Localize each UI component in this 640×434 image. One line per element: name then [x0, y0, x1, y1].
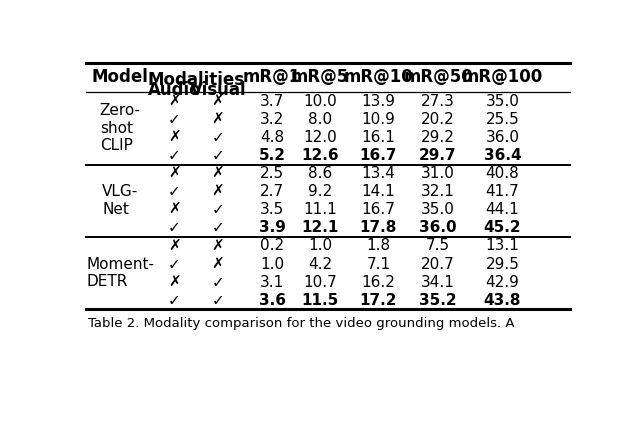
Text: 16.1: 16.1: [362, 130, 396, 145]
Text: 35.0: 35.0: [421, 202, 455, 217]
Text: 43.8: 43.8: [484, 293, 521, 308]
Text: 25.5: 25.5: [486, 112, 519, 127]
Text: 31.0: 31.0: [421, 166, 455, 181]
Text: ✓: ✓: [168, 184, 181, 199]
Text: ✗: ✗: [168, 130, 181, 145]
Text: 32.1: 32.1: [421, 184, 455, 199]
Text: ✓: ✓: [168, 112, 181, 127]
Text: 1.0: 1.0: [260, 256, 284, 272]
Text: 29.2: 29.2: [421, 130, 455, 145]
Text: ✓: ✓: [212, 202, 225, 217]
Text: ✗: ✗: [168, 166, 181, 181]
Text: 3.9: 3.9: [259, 220, 285, 235]
Text: 2.7: 2.7: [260, 184, 284, 199]
Text: 0.2: 0.2: [260, 238, 284, 253]
Text: Table 2. Modality comparison for the video grounding models. A: Table 2. Modality comparison for the vid…: [88, 317, 515, 330]
Text: 10.0: 10.0: [303, 94, 337, 108]
Text: 8.0: 8.0: [308, 112, 332, 127]
Text: 3.5: 3.5: [260, 202, 284, 217]
Text: mR@100: mR@100: [461, 69, 543, 86]
Text: ✗: ✗: [212, 94, 225, 108]
Text: 35.0: 35.0: [485, 94, 519, 108]
Text: mR@50: mR@50: [403, 69, 473, 86]
Text: 45.2: 45.2: [484, 220, 521, 235]
Text: 7.5: 7.5: [426, 238, 450, 253]
Text: Zero-
shot
CLIP: Zero- shot CLIP: [100, 103, 141, 153]
Text: 10.7: 10.7: [303, 275, 337, 289]
Text: 29.7: 29.7: [419, 148, 457, 163]
Text: 40.8: 40.8: [486, 166, 519, 181]
Text: ✗: ✗: [168, 275, 181, 289]
Text: Model: Model: [92, 69, 148, 86]
Text: 20.2: 20.2: [421, 112, 455, 127]
Text: Modalities: Modalities: [148, 71, 245, 89]
Text: 8.6: 8.6: [308, 166, 332, 181]
Text: ✗: ✗: [168, 94, 181, 108]
Text: ✓: ✓: [168, 256, 181, 272]
Text: 12.0: 12.0: [303, 130, 337, 145]
Text: 27.3: 27.3: [421, 94, 455, 108]
Text: 4.2: 4.2: [308, 256, 332, 272]
Text: 17.8: 17.8: [360, 220, 397, 235]
Text: 3.2: 3.2: [260, 112, 284, 127]
Text: 3.7: 3.7: [260, 94, 284, 108]
Text: 7.1: 7.1: [366, 256, 390, 272]
Text: 36.4: 36.4: [484, 148, 521, 163]
Text: 41.7: 41.7: [486, 184, 519, 199]
Text: 44.1: 44.1: [486, 202, 519, 217]
Text: 3.1: 3.1: [260, 275, 284, 289]
Text: ✓: ✓: [168, 220, 181, 235]
Text: 13.4: 13.4: [362, 166, 396, 181]
Text: 14.1: 14.1: [362, 184, 396, 199]
Text: Visual: Visual: [189, 81, 246, 99]
Text: 34.1: 34.1: [421, 275, 455, 289]
Text: 13.1: 13.1: [485, 238, 519, 253]
Text: 4.8: 4.8: [260, 130, 284, 145]
Text: 16.7: 16.7: [360, 148, 397, 163]
Text: Audio: Audio: [148, 81, 202, 99]
Text: 13.9: 13.9: [362, 94, 396, 108]
Text: 1.0: 1.0: [308, 238, 332, 253]
Text: mR@5: mR@5: [291, 69, 349, 86]
Text: ✓: ✓: [212, 275, 225, 289]
Text: 11.5: 11.5: [301, 293, 339, 308]
Text: 2.5: 2.5: [260, 166, 284, 181]
Text: ✗: ✗: [168, 238, 181, 253]
Text: ✓: ✓: [212, 130, 225, 145]
Text: ✗: ✗: [212, 256, 225, 272]
Text: ✗: ✗: [212, 112, 225, 127]
Text: 1.8: 1.8: [366, 238, 390, 253]
Text: ✗: ✗: [212, 238, 225, 253]
Text: 11.1: 11.1: [303, 202, 337, 217]
Text: 12.6: 12.6: [301, 148, 339, 163]
Text: Moment-
DETR: Moment- DETR: [86, 257, 154, 289]
Text: ✓: ✓: [212, 293, 225, 308]
Text: ✓: ✓: [168, 148, 181, 163]
Text: ✓: ✓: [212, 220, 225, 235]
Text: ✓: ✓: [168, 293, 181, 308]
Text: 35.2: 35.2: [419, 293, 457, 308]
Text: 10.9: 10.9: [362, 112, 396, 127]
Text: ✓: ✓: [212, 148, 225, 163]
Text: ✗: ✗: [212, 184, 225, 199]
Text: 5.2: 5.2: [259, 148, 285, 163]
Text: 20.7: 20.7: [421, 256, 455, 272]
Text: VLG-
Net: VLG- Net: [102, 184, 138, 217]
Text: 42.9: 42.9: [485, 275, 519, 289]
Text: ✗: ✗: [212, 166, 225, 181]
Text: ✗: ✗: [168, 202, 181, 217]
Text: mR@1: mR@1: [243, 69, 301, 86]
Text: 9.2: 9.2: [308, 184, 332, 199]
Text: 29.5: 29.5: [485, 256, 519, 272]
Text: 3.6: 3.6: [259, 293, 285, 308]
Text: 16.2: 16.2: [362, 275, 396, 289]
Text: 16.7: 16.7: [362, 202, 396, 217]
Text: 36.0: 36.0: [485, 130, 520, 145]
Text: 36.0: 36.0: [419, 220, 457, 235]
Text: mR@10: mR@10: [344, 69, 413, 86]
Text: 17.2: 17.2: [360, 293, 397, 308]
Text: 12.1: 12.1: [301, 220, 339, 235]
